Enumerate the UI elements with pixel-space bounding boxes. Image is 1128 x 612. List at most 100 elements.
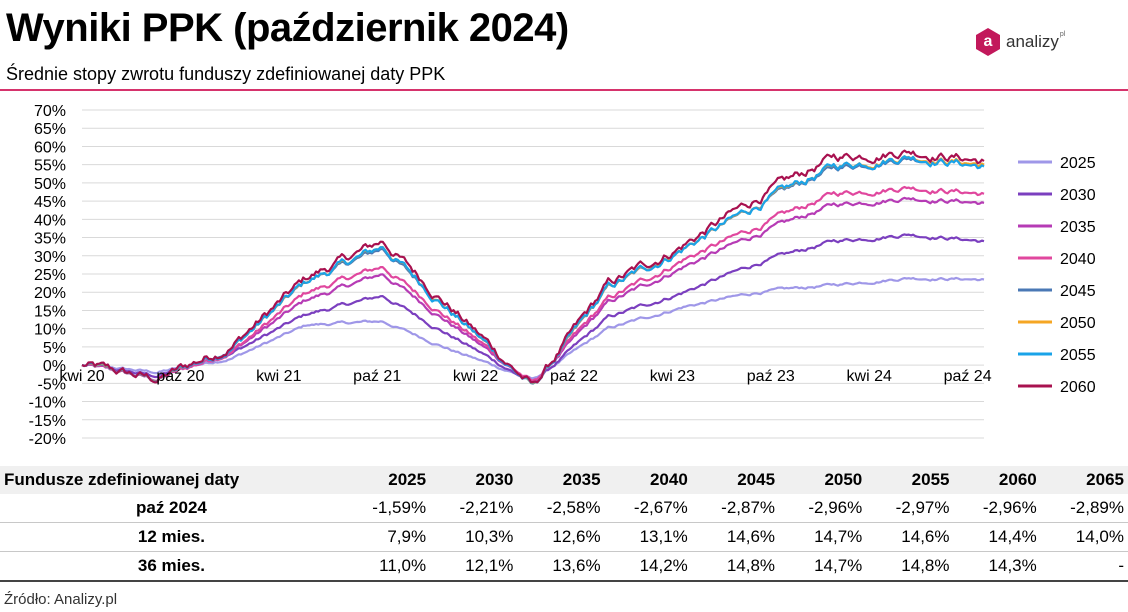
legend-label: 2040 xyxy=(1060,251,1096,268)
table-cell: 14,6% xyxy=(691,522,780,552)
x-tick-label: paź 24 xyxy=(944,368,992,385)
y-tick-label: 10% xyxy=(34,322,66,339)
y-tick-label: 5% xyxy=(43,340,66,357)
logo-text: analizy xyxy=(1006,32,1059,51)
series-line-2050 xyxy=(81,155,985,385)
table-column-header: 2060 xyxy=(953,466,1041,494)
table-cell: 14,8% xyxy=(866,551,954,582)
table-header-row: Fundusze zdefiniowanej daty 2025 2030 20… xyxy=(0,466,1128,494)
y-tick-label: 45% xyxy=(34,194,66,211)
table-cell: -2,21% xyxy=(430,494,518,523)
y-tick-label: 65% xyxy=(34,121,66,138)
series-line-2025 xyxy=(81,276,985,380)
table-column-header: 2055 xyxy=(866,466,954,494)
y-axis-ticks: 70%65%60% 55%50%45%40% 35%30%25%20%15% 10%5… xyxy=(29,103,66,448)
x-tick-label: paź 20 xyxy=(156,368,204,385)
table-cell: 14,4% xyxy=(953,522,1041,552)
table-column-header: 2065 xyxy=(1040,466,1128,494)
table-cell: 14,3% xyxy=(953,551,1041,582)
y-tick-label: -15% xyxy=(29,413,66,430)
table-cell: -2,87% xyxy=(691,494,780,523)
y-tick-label: 0% xyxy=(43,358,66,375)
table-cell: 12,1% xyxy=(430,551,518,582)
table-column-header: 2045 xyxy=(691,466,780,494)
x-tick-label: kwi 21 xyxy=(256,368,301,385)
x-tick-label: kwi 20 xyxy=(59,368,104,385)
table-cell: 7,9% xyxy=(342,522,431,552)
table-cell: -1,59% xyxy=(342,494,431,523)
y-tick-label: 60% xyxy=(34,139,66,156)
table-cell: 13,6% xyxy=(517,551,605,582)
table-column-header: 2025 xyxy=(342,466,431,494)
series-line-2055 xyxy=(81,155,985,384)
table-cell: -2,96% xyxy=(779,494,867,523)
table-column-header: 2035 xyxy=(517,466,605,494)
x-tick-label: kwi 24 xyxy=(847,368,892,385)
legend-label: 2030 xyxy=(1060,187,1096,204)
row-label: paź 2024 xyxy=(0,494,343,523)
table-cell: 11,0% xyxy=(342,551,431,582)
legend-label: 2055 xyxy=(1060,347,1096,364)
y-tick-label: -20% xyxy=(29,431,66,448)
y-tick-label: 25% xyxy=(34,267,66,284)
table-column-header: 2050 xyxy=(779,466,867,494)
series-line-2035 xyxy=(81,196,985,382)
series-line-2040 xyxy=(81,185,985,383)
legend-label: 2045 xyxy=(1060,283,1096,300)
table-row: paź 2024 -1,59% -2,21% -2,58% -2,67% -2,… xyxy=(0,494,1128,523)
x-tick-label: paź 21 xyxy=(353,368,401,385)
y-tick-label: 55% xyxy=(34,158,66,175)
x-tick-label: kwi 23 xyxy=(650,368,695,385)
y-tick-label: 35% xyxy=(34,231,66,248)
source-note: Źródło: Analizy.pl xyxy=(4,591,118,608)
table-cell: -2,58% xyxy=(517,494,605,523)
legend-label: 2060 xyxy=(1060,379,1096,396)
table-cell: - xyxy=(1040,551,1128,582)
page-title: Wyniki PPK (październik 2024) xyxy=(6,6,569,50)
legend-label: 2025 xyxy=(1060,155,1096,172)
chart-legend: 2025 2030 2035 2040 2045 2050 2055 2060 xyxy=(1018,155,1096,396)
table-column-header: 2030 xyxy=(430,466,518,494)
y-tick-label: 15% xyxy=(34,303,66,320)
x-axis-ticks: kwi 20 paź 20 kwi 21 paź 21 kwi 22 paź 22 kwi … xyxy=(59,368,991,385)
table-column-header: 2040 xyxy=(604,466,692,494)
chart-series xyxy=(81,149,985,385)
x-tick-label: paź 23 xyxy=(747,368,795,385)
table-cell: 13,1% xyxy=(604,522,692,552)
x-tick-label: kwi 22 xyxy=(453,368,498,385)
table-cell: 14,2% xyxy=(604,551,692,582)
legend-label: 2035 xyxy=(1060,219,1096,236)
logo-mark-icon: a xyxy=(976,28,1000,56)
y-tick-label: 70% xyxy=(34,103,66,120)
header-divider xyxy=(0,89,1128,91)
table-cell: 14,7% xyxy=(779,522,867,552)
y-tick-label: 20% xyxy=(34,285,66,302)
table-cell: -2,96% xyxy=(953,494,1041,523)
logo-superscript: pl xyxy=(1059,30,1066,38)
table-cell: 12,6% xyxy=(517,522,605,552)
row-label: 36 mies. xyxy=(0,551,343,582)
table-row: 36 mies. 11,0% 12,1% 13,6% 14,2% 14,8% 1… xyxy=(0,551,1128,582)
table-corner-label: Fundusze zdefiniowanej daty xyxy=(0,466,343,494)
line-chart: 70%65%60% 55%50%45%40% 35%30%25%20%15% 10%5… xyxy=(29,103,1096,448)
table-cell: -2,97% xyxy=(866,494,954,523)
brand-logo: a analizy pl xyxy=(976,27,1065,57)
table-cell: 14,6% xyxy=(866,522,954,552)
returns-table: Fundusze zdefiniowanej daty 2025 2030 20… xyxy=(0,466,1128,582)
x-tick-label: paź 22 xyxy=(550,368,598,385)
y-tick-label: 50% xyxy=(34,176,66,193)
table-cell: -2,67% xyxy=(604,494,692,523)
y-tick-label: -5% xyxy=(38,376,66,393)
table-cell: -2,89% xyxy=(1040,494,1128,523)
table-cell: 10,3% xyxy=(430,522,518,552)
row-label: 12 mies. xyxy=(0,522,343,552)
chart-grid xyxy=(82,109,984,439)
series-line-2060 xyxy=(81,149,985,384)
table-cell: 14,8% xyxy=(691,551,780,582)
y-tick-label: 40% xyxy=(34,212,66,229)
table-cell: 14,7% xyxy=(779,551,867,582)
y-tick-label: -10% xyxy=(29,395,66,412)
table-row: 12 mies. 7,9% 10,3% 12,6% 13,1% 14,6% 14… xyxy=(0,522,1128,552)
page-subtitle: Średnie stopy zwrotu funduszy zdefiniowa… xyxy=(6,64,446,84)
table-cell: 14,0% xyxy=(1040,522,1128,552)
